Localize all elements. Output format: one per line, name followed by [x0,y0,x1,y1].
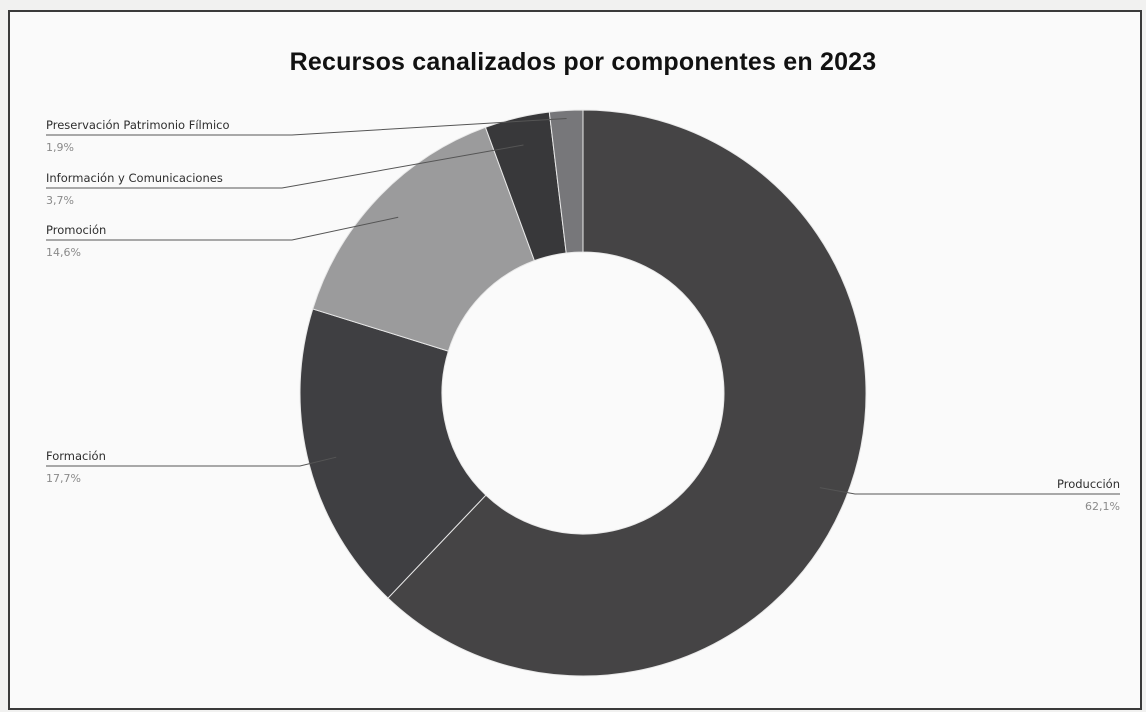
donut-slice-1 [387,109,867,677]
slice-value-5: 1,9% [46,141,74,154]
chart-title: Recursos canalizados por componentes en … [289,48,877,76]
slice-value-2: 17,7% [46,472,81,485]
slice-label-5: Preservación Patrimonio Fílmico [46,118,230,132]
donut-slice-5 [548,109,584,254]
slice-label-3: Promoción [46,223,106,237]
slice-label-4: Información y Comunicaciones [46,171,223,185]
slice-label-2: Formación [46,449,106,463]
donut-slice-3 [312,126,536,352]
slice-value-3: 14,6% [46,246,81,259]
slice-label-1: Producción [1057,477,1120,491]
leader-line-5 [46,117,567,136]
leader-line-4 [46,144,524,189]
leader-line-3 [46,216,399,241]
leader-line-1 [819,487,1120,495]
slice-value-4: 3,7% [46,194,74,207]
slice-value-1: 62,1% [1085,500,1120,513]
donut-slice-2 [299,308,487,599]
leader-line-2 [46,456,337,467]
